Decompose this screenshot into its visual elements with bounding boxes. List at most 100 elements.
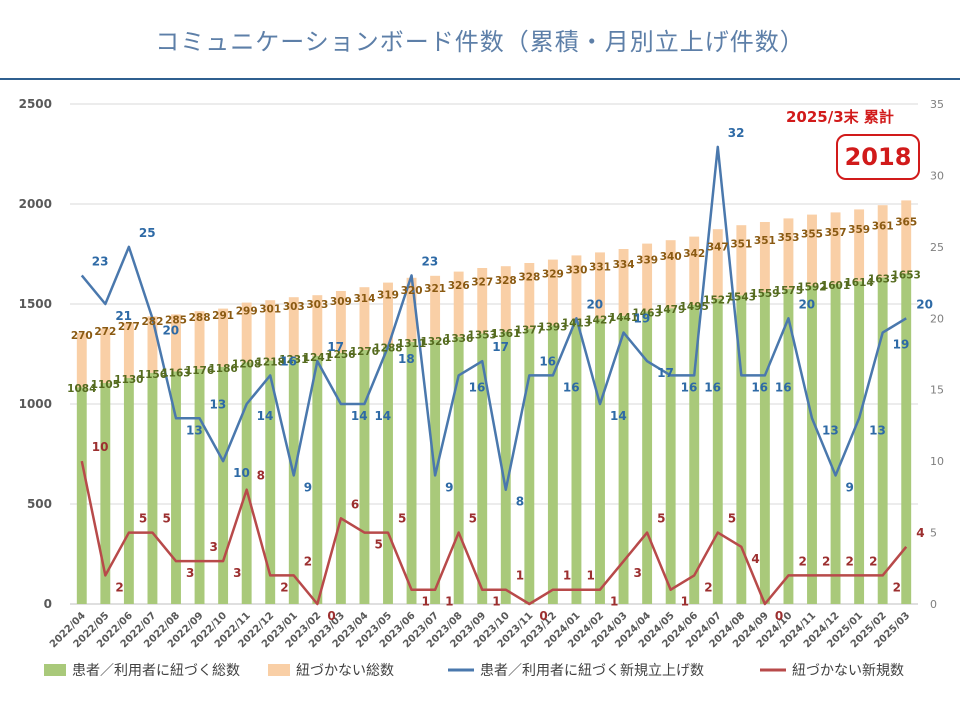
line-linked-data-label: 9 (445, 480, 453, 494)
bar-unlinked-total (406, 277, 417, 342)
bar-unlinked-data-label: 347 (707, 242, 729, 254)
line-linked-data-label: 16 (539, 354, 556, 368)
bar-unlinked-total (689, 236, 700, 305)
line-linked-data-label: 14 (374, 409, 391, 423)
bar-linked-total (500, 331, 511, 604)
bar-unlinked-total (312, 295, 323, 356)
line-unlinked-data-label: 1 (586, 569, 594, 583)
bar-linked-total (689, 305, 700, 604)
bar-linked-total (171, 371, 181, 604)
bar-unlinked-total (76, 333, 87, 388)
bar-linked-total (877, 277, 888, 604)
line-unlinked-data-label: 10 (92, 440, 109, 454)
bar-unlinked-data-label: 299 (236, 305, 258, 317)
chart-title: コミュニケーションボード件数（累積・月別立上げ件数） (155, 28, 805, 56)
bar-unlinked-total (759, 222, 770, 293)
line-unlinked-data-label: 2 (869, 554, 877, 568)
y-left-tick-label: 2000 (19, 197, 52, 211)
line-linked-data-label: 14 (351, 409, 368, 423)
bar-unlinked-data-label: 365 (895, 216, 917, 228)
bar-unlinked-total (712, 229, 723, 299)
line-unlinked-data-label: 1 (563, 569, 571, 583)
bar-unlinked-data-label: 331 (589, 262, 611, 274)
bar-linked-data-label: 1105 (91, 379, 120, 391)
bar-linked-total (147, 372, 158, 604)
legend-unlinked-total-label: 紐づかない総数 (296, 663, 394, 679)
bar-unlinked-total (335, 291, 346, 353)
line-linked-data-label: 14 (257, 409, 274, 423)
line-unlinked-data-label: 2 (304, 554, 312, 568)
line-linked-data-label: 16 (751, 380, 768, 394)
bar-linked-data-label: 1130 (114, 374, 143, 386)
bar-linked-total (665, 308, 676, 604)
cumulative-total-label: 2025/3末 累計 (786, 108, 894, 126)
bar-linked-data-label: 1463 (632, 307, 661, 319)
bar-unlinked-total (736, 225, 747, 296)
line-linked-data-label: 20 (586, 297, 603, 311)
line-linked-data-label: 20 (162, 323, 179, 337)
bar-linked-total (524, 328, 535, 604)
line-unlinked-data-label: 0 (539, 609, 547, 623)
line-unlinked-data-label: 1 (610, 595, 618, 609)
line-linked-data-label: 19 (634, 312, 651, 326)
line-unlinked-data-label: 3 (634, 566, 642, 580)
bar-linked-data-label: 1559 (750, 288, 779, 300)
line-linked-data-label: 13 (210, 397, 227, 411)
line-linked-data-label: 21 (115, 309, 132, 323)
bar-unlinked-data-label: 330 (565, 264, 587, 276)
y-right-tick-label: 15 (930, 384, 944, 397)
bar-linked-data-label: 1633 (868, 273, 897, 285)
bar-unlinked-data-label: 353 (777, 232, 799, 244)
bar-unlinked-data-label: 288 (189, 312, 211, 324)
line-unlinked-data-label: 5 (398, 512, 406, 526)
bar-linked-data-label: 1336 (444, 333, 473, 345)
bar-unlinked-total (383, 282, 393, 347)
bar-unlinked-total (547, 259, 558, 326)
bar-linked-total (265, 360, 276, 604)
line-unlinked-data-label: 5 (139, 512, 147, 526)
bar-linked-total (736, 295, 747, 604)
y-right-tick-label: 25 (930, 241, 944, 254)
bar-unlinked-data-label: 355 (801, 229, 823, 241)
bar-unlinked-data-label: 272 (94, 326, 116, 338)
bar-unlinked-data-label: 328 (495, 275, 517, 287)
line-linked-data-label: 8 (516, 495, 524, 509)
bar-linked-data-label: 1393 (538, 321, 567, 333)
y-left-tick-label: 0 (44, 597, 52, 611)
bar-linked-data-label: 1527 (703, 295, 732, 307)
y-right-tick-label: 30 (930, 169, 944, 182)
bar-unlinked-total (665, 240, 676, 309)
line-unlinked-data-label: 4 (916, 526, 924, 540)
y-right-tick-label: 20 (930, 312, 944, 325)
bar-unlinked-data-label: 321 (424, 283, 446, 295)
bar-unlinked-total (123, 322, 134, 378)
line-linked-data-label: 32 (728, 126, 745, 140)
y-left-tick-label: 2500 (19, 97, 52, 111)
y-right-tick-label: 5 (930, 527, 937, 540)
bar-linked-data-label: 1353 (468, 329, 497, 341)
line-linked-data-label: 9 (846, 480, 854, 494)
bar-unlinked-total (830, 212, 841, 284)
line-unlinked-data-label: 1 (445, 595, 453, 609)
line-linked-data-label: 16 (681, 380, 698, 394)
bar-linked-data-label: 1163 (161, 367, 190, 379)
bar-unlinked-total (854, 209, 865, 282)
y-left-tick-label: 1000 (19, 397, 52, 411)
bar-linked-data-label: 1479 (656, 304, 685, 316)
line-linked-data-label: 17 (327, 340, 344, 354)
bar-linked-total (712, 298, 723, 604)
bar-linked-total (830, 283, 841, 604)
line-linked-data-label: 20 (916, 297, 933, 311)
bar-unlinked-total (807, 214, 817, 286)
bar-unlinked-total (783, 218, 794, 289)
legend-unlinked-total-swatch (268, 664, 290, 676)
bar-linked-total (123, 378, 134, 604)
y-right-tick-label: 10 (930, 455, 944, 468)
line-unlinked-data-label: 0 (775, 609, 783, 623)
line-unlinked-new (80, 460, 908, 606)
bar-linked-data-label: 1441 (609, 312, 638, 324)
bar-unlinked-data-label: 328 (518, 272, 540, 284)
bar-unlinked-data-label: 327 (471, 276, 493, 288)
line-linked-data-label: 23 (422, 254, 439, 268)
bar-linked-data-label: 1601 (821, 280, 850, 292)
